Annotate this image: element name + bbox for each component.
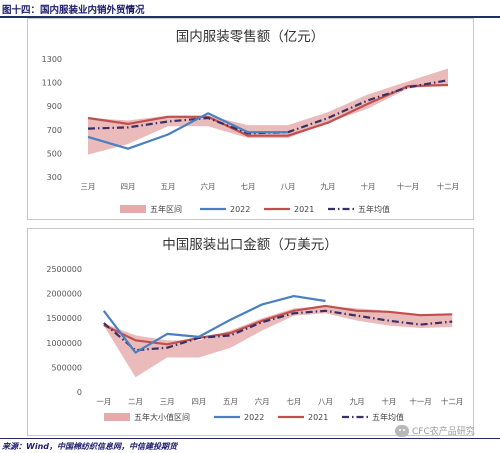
y-tick-label: 300	[47, 173, 62, 182]
x-tick-label: 十月	[361, 181, 376, 191]
x-tick-label: 四月	[121, 182, 136, 191]
range-band	[88, 68, 448, 155]
wechat-icon	[395, 424, 409, 437]
x-tick-label: 七月	[241, 182, 256, 191]
x-tick-label: 七月	[286, 397, 301, 406]
x-tick-label: 十二月	[441, 396, 464, 406]
legend-label-2022: 2022	[230, 205, 250, 214]
y-tick-label: 1300	[42, 55, 62, 64]
x-tick-label: 三月	[81, 182, 96, 191]
y-tick-label: 1000000	[46, 339, 82, 348]
y-tick-label: 2500000	[46, 265, 82, 274]
source-rule	[0, 438, 500, 439]
series-line-2021	[103, 304, 453, 346]
series-line-avg	[103, 309, 453, 352]
x-tick-label: 九月	[321, 182, 336, 191]
chart-title: 中国服装出口金额（万美元）	[162, 237, 338, 253]
y-tick-label: 2000000	[46, 290, 82, 299]
x-tick-label: 五月	[223, 397, 238, 406]
series-line-2022	[102, 295, 326, 354]
retail-sales-chart-panel: 国内服装零售额（亿元） 300 500 700 900 1100 1300 三月 四月 五月 六月 七…	[27, 18, 474, 220]
legend-swatch-band	[104, 413, 130, 421]
legend-label-avg: 五年均值	[358, 204, 390, 214]
source-note: 来源：Wind，中国棉纺织信息网，中信建投期货	[2, 442, 177, 451]
x-tick-label: 八月	[281, 182, 296, 191]
x-tick-label: 九月	[350, 397, 365, 406]
x-tick-label: 八月	[318, 397, 333, 406]
watermark-text: CFC农产品研究	[412, 427, 475, 437]
export-value-chart: 中国服装出口金额（万美元） 0 500000 1000000 1500000 200000…	[46, 237, 464, 422]
series-line-avg	[87, 79, 449, 135]
x-tick-label: 一月	[96, 397, 111, 406]
x-tick-label: 六月	[201, 181, 216, 191]
y-tick-label: 1100	[42, 79, 62, 88]
x-tick-label: 十月	[381, 396, 396, 406]
export-value-chart-panel: 中国服装出口金额（万美元） 0 500000 1000000 1500000 200000…	[27, 228, 474, 436]
legend-label-avg: 五年均值	[372, 412, 404, 422]
legend-label-2021: 2021	[308, 413, 328, 422]
legend-swatch-band	[120, 205, 146, 213]
legend-label-band: 五年区间	[150, 204, 182, 214]
legend-label-2021: 2021	[294, 205, 314, 214]
x-tick-label: 二月	[128, 397, 143, 406]
x-tick-label: 三月	[160, 397, 175, 406]
y-tick-label: 500	[47, 149, 62, 158]
x-tick-label: 十一月	[397, 181, 420, 191]
x-tick-label: 六月	[255, 396, 270, 406]
x-tick-label: 十一月	[409, 396, 432, 406]
retail-sales-chart: 国内服装零售额（亿元） 300 500 700 900 1100 1300 三月 四月 五月 六月 七…	[42, 29, 460, 214]
y-tick-label: 0	[77, 388, 82, 397]
figure-title: 图十四：国内服装业内销外贸情况	[2, 5, 145, 16]
range-band	[103, 305, 453, 378]
x-tick-label: 四月	[191, 397, 206, 406]
watermark: CFC农产品研究	[395, 424, 475, 437]
chart-title: 国内服装零售额（亿元）	[176, 29, 325, 45]
legend-label-band: 五年大小值区间	[134, 412, 190, 422]
y-tick-label: 500000	[51, 363, 82, 372]
x-tick-label: 十二月	[437, 181, 460, 191]
y-tick-label: 700	[47, 126, 62, 135]
legend-label-2022: 2022	[244, 413, 264, 422]
series-line-2022	[87, 112, 288, 150]
title-rule	[0, 16, 500, 18]
x-tick-label: 五月	[161, 182, 176, 191]
y-tick-label: 900	[47, 102, 62, 111]
y-tick-label: 1500000	[46, 314, 82, 323]
